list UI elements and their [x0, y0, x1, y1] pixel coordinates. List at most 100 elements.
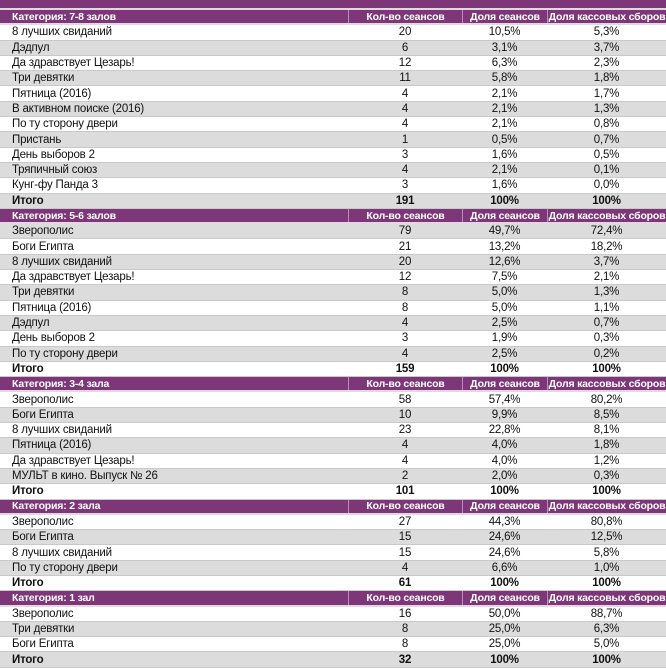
- boxoffice-share-cell: 100%: [592, 653, 621, 666]
- film-name-cell: Боги Египта: [12, 531, 74, 544]
- total-label: Итого: [12, 194, 44, 207]
- boxoffice-share-cell: 80,8%: [590, 515, 623, 528]
- sessions-count-cell: 4: [401, 87, 409, 100]
- sessions-count-cell: 4: [401, 102, 409, 115]
- sessions-count-cell: 58: [398, 393, 412, 406]
- col-header-boxoffice-share: Доля кассовых сборов: [547, 377, 666, 391]
- session-share-cell: 24,6%: [488, 531, 521, 544]
- boxoffice-share-cell: 8,5%: [593, 408, 620, 421]
- film-name-cell: День выборов 2: [12, 148, 95, 161]
- category-table-3: Категория: 3-4 зала Кол-во сеансов Доля се…: [0, 377, 666, 500]
- sessions-count-cell: 3: [401, 179, 409, 192]
- sessions-count-cell: 1: [401, 133, 409, 146]
- sessions-count-cell: 4: [401, 347, 409, 360]
- session-share-cell: 24,6%: [488, 546, 521, 559]
- boxoffice-share-cell: 80,2%: [590, 393, 623, 406]
- film-name-cell: 8 лучших свиданий: [12, 546, 112, 559]
- sessions-count-cell: 12: [398, 57, 412, 70]
- film-name-cell: По ту сторону двери: [12, 347, 118, 360]
- boxoffice-share-cell: 0,3%: [593, 470, 620, 483]
- table-row: По ту сторону двери 4 2,5% 0,2%: [0, 346, 666, 362]
- col-header-session-share: Доля сеансов: [462, 208, 547, 223]
- boxoffice-share-cell: 1,8%: [593, 72, 620, 85]
- total-label: Итого: [12, 485, 44, 498]
- session-share-cell: 5,0%: [491, 301, 518, 314]
- session-share-cell: 100%: [490, 194, 519, 207]
- col-header-boxoffice-share: Доля кассовых сборов: [547, 10, 666, 24]
- boxoffice-share-cell: 0,8%: [593, 118, 620, 131]
- table-row: В активном поиске (2016) 4 2,1% 1,3%: [0, 101, 666, 118]
- total-row: Итого 101 100% 100%: [0, 484, 666, 500]
- film-name-cell: По ту сторону двери: [12, 561, 118, 574]
- film-name-cell: Зверополис: [12, 607, 74, 620]
- sessions-count-cell: 191: [395, 194, 415, 207]
- table-header-row: Категория: 5-6 залов Кол-во сеансов Доля с…: [0, 208, 666, 225]
- session-share-cell: 6,6%: [491, 561, 518, 574]
- table-row: 8 лучших свиданий 20 10,5% 5,3%: [0, 25, 666, 41]
- sessions-count-cell: 8: [401, 623, 409, 636]
- category-label: Категория: 5-6 залов: [12, 209, 116, 222]
- boxoffice-share-cell: 1,0%: [593, 561, 620, 574]
- session-share-cell: 2,5%: [491, 347, 518, 360]
- boxoffice-share-cell: 8,1%: [593, 424, 620, 437]
- film-name-cell: В активном поиске (2016): [12, 102, 145, 115]
- boxoffice-share-cell: 0,1%: [593, 164, 620, 177]
- table-row: Боги Египта 21 13,2% 18,2%: [0, 239, 666, 255]
- box-office-report: Категория: 7-8 залов Кол-во сеансов Доля с…: [0, 10, 666, 668]
- boxoffice-share-cell: 0,3%: [593, 332, 620, 345]
- sessions-count-cell: 11: [399, 72, 411, 85]
- sessions-count-cell: 79: [398, 225, 412, 238]
- table-row: Пятница (2016) 4 4,0% 1,8%: [0, 438, 666, 454]
- table-row: Пятница (2016) 4 2,1% 1,7%: [0, 86, 666, 102]
- session-share-cell: 2,1%: [491, 118, 518, 131]
- table-row: Боги Египта 15 24,6% 12,5%: [0, 530, 666, 546]
- sessions-count-cell: 4: [401, 439, 409, 452]
- sessions-count-cell: 20: [398, 255, 412, 268]
- table-row: Да здравствует Цезарь! 12 7,5% 2,1%: [0, 270, 666, 286]
- sessions-count-cell: 4: [401, 164, 409, 177]
- boxoffice-share-cell: 88,7%: [590, 607, 623, 620]
- film-name-cell: Тряпичный союз: [12, 164, 98, 177]
- total-row: Итого 32 100% 100%: [0, 652, 666, 668]
- table-header-row: Категория: 1 зал Кол-во сеансов Доля сеанс…: [0, 591, 666, 607]
- col-header-session-share: Доля сеансов: [462, 10, 547, 24]
- col-header-session-share: Доля сеансов: [462, 499, 547, 513]
- film-name-cell: Да здравствует Цезарь!: [12, 454, 135, 467]
- sessions-count-cell: 4: [401, 317, 409, 330]
- boxoffice-share-cell: 18,2%: [590, 240, 623, 253]
- total-row: Итого 159 100% 100%: [0, 361, 666, 378]
- film-name-cell: Три девятки: [12, 72, 75, 85]
- session-share-cell: 100%: [490, 653, 519, 666]
- sessions-count-cell: 32: [398, 653, 412, 666]
- boxoffice-share-cell: 0,0%: [593, 179, 620, 192]
- session-share-cell: 12,6%: [488, 255, 521, 268]
- table-row: День выборов 2 3 1,6% 0,5%: [0, 147, 666, 163]
- boxoffice-share-cell: 72,4%: [590, 225, 623, 238]
- sessions-count-cell: 10: [398, 408, 412, 421]
- table-row: Зверополис 16 50,0% 88,7%: [0, 606, 666, 622]
- boxoffice-share-cell: 5,3%: [593, 26, 620, 39]
- table-row: Боги Египта 10 9,9% 8,5%: [0, 407, 666, 424]
- session-share-cell: 2,5%: [491, 317, 518, 330]
- film-name-cell: Пятница (2016): [12, 301, 92, 314]
- sessions-count-cell: 20: [398, 26, 412, 39]
- session-share-cell: 4,0%: [491, 454, 518, 467]
- session-share-cell: 4,0%: [491, 439, 518, 452]
- session-share-cell: 5,8%: [491, 72, 518, 85]
- sessions-count-cell: 16: [398, 607, 412, 620]
- boxoffice-share-cell: 100%: [592, 362, 621, 375]
- session-share-cell: 22,8%: [488, 424, 521, 437]
- session-share-cell: 57,4%: [488, 393, 521, 406]
- sessions-count-cell: 23: [398, 424, 412, 437]
- table-row: Тряпичный союз 4 2,1% 0,1%: [0, 162, 666, 179]
- sessions-count-cell: 12: [398, 271, 412, 284]
- film-name-cell: Боги Египта: [12, 408, 74, 421]
- session-share-cell: 13,2%: [488, 240, 521, 253]
- sessions-count-cell: 3: [401, 148, 409, 161]
- category-table-2: Категория: 5-6 залов Кол-во сеансов Доля с…: [0, 208, 666, 378]
- total-label: Итого: [12, 653, 44, 666]
- table-row: 8 лучших свиданий 23 22,8% 8,1%: [0, 423, 666, 439]
- sessions-count-cell: 15: [398, 531, 412, 544]
- session-share-cell: 1,9%: [491, 332, 518, 345]
- col-header-sessions: Кол-во сеансов: [348, 10, 462, 24]
